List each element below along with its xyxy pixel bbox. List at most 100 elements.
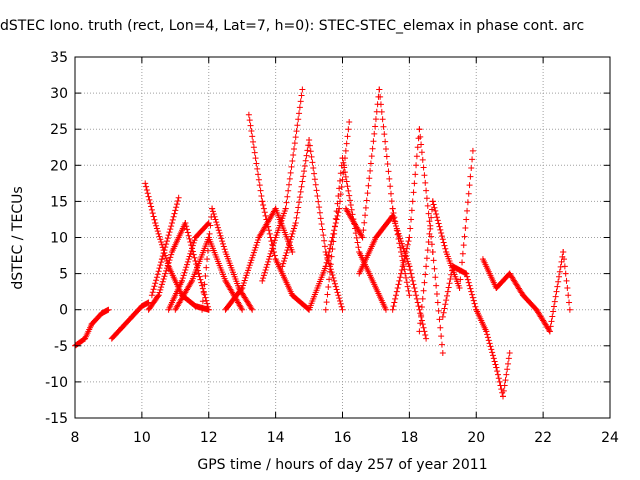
data-point — [341, 164, 348, 171]
data-point — [189, 245, 196, 252]
data-point — [376, 86, 383, 93]
data-point — [264, 220, 271, 227]
chart-title: dSTEC Iono. truth (rect, Lon=4, Lat=7, h… — [0, 18, 585, 34]
data-point — [421, 328, 428, 335]
data-point — [156, 289, 163, 296]
data-point — [464, 276, 471, 283]
data-point — [423, 255, 430, 262]
data-point — [505, 355, 512, 362]
data-point — [142, 180, 149, 187]
data-point — [361, 219, 368, 226]
data-point — [149, 289, 156, 296]
data-point — [251, 247, 258, 254]
data-point — [397, 274, 404, 281]
data-point — [547, 323, 554, 330]
data-point — [495, 375, 502, 382]
data-point — [393, 222, 399, 229]
data-point — [424, 247, 431, 254]
data-point — [488, 346, 495, 353]
data-point — [199, 298, 206, 305]
data-point — [400, 259, 407, 266]
data-point — [271, 252, 278, 259]
data-point — [153, 274, 160, 281]
data-point — [145, 193, 152, 200]
data-point — [416, 126, 423, 133]
series-group — [108, 299, 152, 342]
data-point — [320, 232, 327, 239]
data-point — [439, 236, 446, 243]
data-point — [390, 303, 397, 310]
data-point — [386, 175, 393, 182]
data-point — [199, 282, 206, 289]
data-point — [404, 241, 411, 248]
y-tick-label: 15 — [50, 194, 68, 210]
data-point — [256, 182, 263, 189]
data-point — [397, 235, 404, 242]
data-point — [414, 144, 421, 151]
data-point — [148, 203, 155, 210]
data-point — [179, 277, 185, 284]
data-point — [220, 243, 227, 250]
data-point — [330, 238, 337, 245]
data-point — [338, 303, 345, 310]
data-point — [323, 299, 330, 306]
series-group — [199, 205, 256, 313]
data-point — [209, 208, 216, 215]
data-point — [425, 239, 432, 246]
data-point — [430, 201, 437, 208]
data-point — [333, 216, 340, 223]
data-point — [464, 199, 471, 206]
data-point — [155, 230, 162, 237]
data-point — [566, 299, 573, 306]
data-point — [422, 179, 429, 186]
data-point — [268, 248, 275, 255]
data-point — [309, 159, 316, 166]
data-point — [408, 216, 415, 223]
data-point — [260, 205, 267, 212]
data-point — [282, 205, 289, 212]
data-point — [367, 160, 374, 167]
data-point — [389, 205, 396, 212]
data-point — [299, 86, 306, 93]
data-point — [412, 171, 419, 178]
data-point — [442, 301, 449, 308]
data-point — [322, 263, 329, 270]
data-point — [492, 361, 499, 368]
data-point — [419, 295, 426, 302]
data-point — [392, 220, 399, 227]
data-point — [469, 147, 476, 154]
data-point — [548, 318, 555, 325]
data-point — [552, 293, 559, 300]
data-point — [204, 303, 211, 310]
data-point — [205, 306, 212, 313]
data-point — [383, 153, 390, 160]
data-point — [288, 163, 295, 170]
data-point — [331, 230, 338, 237]
data-point — [432, 274, 439, 281]
data-point — [147, 200, 154, 207]
data-point — [160, 276, 167, 283]
data-point — [280, 257, 287, 264]
data-point — [471, 300, 478, 307]
data-point — [403, 248, 410, 255]
data-point — [565, 292, 572, 299]
data-point — [185, 256, 192, 263]
data-point — [162, 244, 169, 251]
data-point — [196, 273, 203, 280]
data-point — [212, 216, 219, 223]
data-point — [384, 160, 391, 167]
data-point — [242, 274, 249, 281]
data-point — [424, 202, 431, 209]
data-point — [165, 232, 172, 239]
data-point — [279, 263, 286, 270]
data-point — [189, 242, 196, 249]
data-point — [494, 368, 501, 375]
data-point — [387, 190, 394, 197]
data-point — [326, 268, 333, 275]
data-point — [343, 178, 350, 185]
data-point — [206, 230, 213, 237]
data-point — [436, 223, 443, 230]
data-point — [211, 213, 218, 220]
data-point — [396, 277, 403, 284]
data-point — [324, 256, 331, 263]
